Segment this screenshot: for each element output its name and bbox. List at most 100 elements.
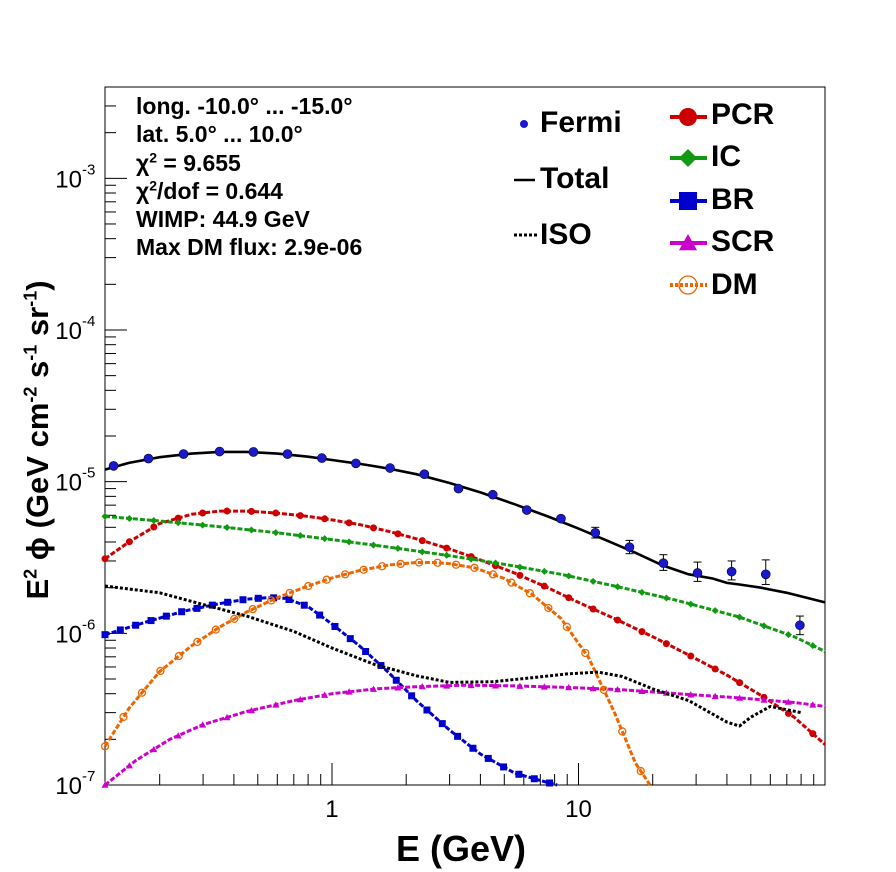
series-marker-br — [101, 631, 109, 639]
series-marker-dm — [359, 565, 368, 574]
series-marker-ic — [711, 607, 719, 615]
series-marker-dm — [599, 685, 608, 695]
x-tick-label: 1 — [325, 796, 338, 823]
series-marker-ic — [418, 548, 426, 556]
series-marker-br — [408, 692, 416, 700]
series-marker-pcr — [736, 679, 744, 687]
series-marker-ic — [223, 523, 231, 531]
series-marker-scr — [369, 685, 377, 692]
fermi-data-point — [351, 458, 361, 469]
chi2-dof-value: χ2/dof = 0.644 — [136, 177, 283, 204]
series-marker-dm — [377, 562, 387, 571]
y-tick-label: 10 — [55, 470, 82, 497]
series-marker-pcr — [125, 538, 133, 546]
series-marker-ic — [369, 541, 377, 549]
series-marker-dm — [304, 581, 313, 591]
y-tick-exponent: -4 — [82, 313, 95, 330]
series-marker-ic — [492, 559, 500, 567]
series-marker-ic — [321, 535, 329, 543]
x-tick-label: 10 — [565, 796, 592, 823]
y-tick-exponent: -5 — [82, 465, 95, 482]
series-marker-dm — [636, 766, 645, 776]
fermi-data-point — [692, 568, 703, 578]
series-marker-ic — [394, 544, 402, 552]
legend-label-ic: IC — [711, 140, 741, 173]
legend-label-dm: DM — [711, 268, 758, 301]
series-marker-dm — [341, 570, 350, 579]
series-marker-scr — [394, 684, 402, 691]
series-marker-ic — [736, 613, 744, 621]
series-marker-scr — [272, 701, 280, 708]
series-marker-scr — [443, 682, 451, 689]
series-marker-scr — [687, 691, 695, 698]
series-marker-br — [254, 594, 262, 602]
series-marker-ic — [125, 514, 133, 522]
series-marker-scr — [418, 682, 426, 690]
series-marker-pcr — [809, 730, 817, 738]
legend-label-fermi: Fermi — [540, 106, 622, 139]
series-marker-br — [193, 604, 201, 612]
series-marker-ic — [467, 555, 475, 563]
series-marker-br — [224, 598, 232, 606]
series-marker-scr — [711, 692, 719, 700]
series-marker-dm — [322, 575, 331, 584]
series-marker-pcr — [516, 571, 524, 579]
series-marker-dm — [174, 651, 184, 661]
series-marker-scr — [223, 713, 231, 721]
fermi-data-point — [726, 566, 737, 577]
series-line-total — [104, 450, 826, 604]
series-marker-pcr — [223, 507, 231, 515]
series-marker-pcr — [174, 514, 182, 522]
series-marker-pcr — [369, 524, 377, 532]
latitude-range: lat. 5.0° ... 10.0° — [136, 121, 303, 148]
series-marker-br — [484, 754, 492, 762]
series-marker-pcr — [565, 594, 573, 602]
legend-label-br: BR — [711, 183, 755, 216]
series-marker-ic — [540, 567, 548, 575]
series-marker-pcr — [662, 640, 670, 648]
y-tick-label: 10 — [55, 166, 82, 193]
series-marker-dm — [451, 560, 461, 569]
series-marker-dm — [488, 570, 498, 579]
series-marker-br — [438, 720, 446, 728]
fermi-data-point — [143, 453, 154, 464]
legend-label-total: Total — [540, 162, 610, 195]
series-marker-ic — [687, 600, 695, 608]
series-marker-scr — [247, 706, 255, 714]
series-marker-ic — [101, 512, 109, 520]
series-marker-dm — [137, 688, 147, 697]
series-marker-dm — [193, 637, 202, 647]
series-marker-ic — [662, 594, 670, 602]
series-marker-dm — [544, 603, 553, 613]
fermi-data-point — [453, 483, 464, 494]
y-tick-exponent: -7 — [82, 768, 95, 785]
legend-marker-pcr — [679, 108, 697, 126]
fermi-data-point — [178, 449, 189, 459]
series-marker-br — [469, 744, 477, 752]
fermi-points-layer — [108, 446, 805, 636]
series-marker-br — [285, 596, 293, 604]
series-marker-pcr — [589, 605, 597, 613]
series-marker-br — [500, 763, 508, 771]
longitude-range: long. -10.0° ... -15.0° — [136, 93, 353, 119]
series-marker-dm — [230, 614, 239, 624]
series-line-scr — [104, 683, 826, 787]
series-marker-dm — [414, 558, 424, 567]
series-marker-scr — [467, 681, 475, 689]
legend-marker-scr — [679, 234, 697, 251]
series-marker-ic — [589, 577, 597, 585]
series-marker-br — [362, 647, 370, 655]
fermi-data-point — [385, 463, 395, 473]
series-marker-br — [239, 596, 247, 604]
legend-markers — [514, 108, 707, 295]
series-marker-dm — [285, 588, 294, 598]
series-marker-pcr — [296, 512, 304, 520]
series-marker-dm — [581, 648, 590, 658]
x-tick-labels: 1 10 — [325, 796, 592, 823]
series-marker-dm — [267, 596, 276, 605]
series-marker-dm — [211, 625, 220, 634]
series-marker-br — [392, 676, 400, 684]
series-marker-br — [530, 775, 538, 783]
series-marker-pcr — [711, 665, 719, 673]
legend-marker-fermi — [520, 120, 528, 128]
